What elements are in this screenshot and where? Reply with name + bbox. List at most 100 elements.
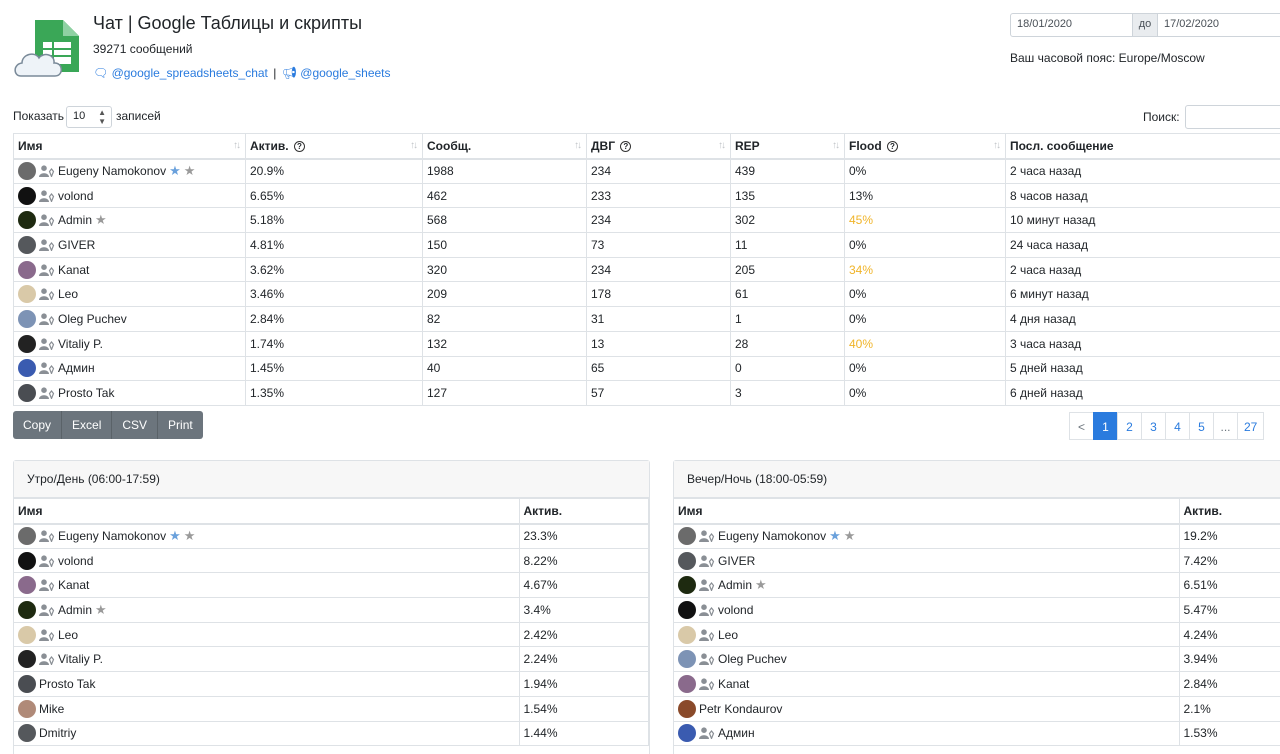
- avatar[interactable]: [18, 211, 36, 230]
- avatar[interactable]: [18, 359, 36, 378]
- avatar[interactable]: [18, 285, 36, 304]
- col-header-last-message[interactable]: Посл. сообщение: [1005, 133, 1280, 160]
- user-name[interactable]: Admin: [718, 578, 753, 593]
- excel-button[interactable]: Excel: [62, 411, 113, 439]
- avatar[interactable]: [18, 699, 36, 718]
- avatar[interactable]: [18, 674, 36, 693]
- avatar[interactable]: [18, 600, 36, 619]
- user-name[interactable]: Prosto Tak: [58, 386, 115, 401]
- avatar[interactable]: [678, 625, 696, 644]
- avatar[interactable]: [18, 384, 36, 403]
- dvg-cell: 234: [586, 207, 731, 234]
- user-name[interactable]: Leo: [58, 287, 79, 302]
- avatar[interactable]: [678, 527, 696, 546]
- col-header-active[interactable]: Актив. ? ↑↓: [245, 133, 423, 160]
- page-27[interactable]: 27: [1237, 412, 1265, 440]
- sort-icon[interactable]: ↑↓: [574, 140, 582, 151]
- date-to-input[interactable]: 17/02/2020: [1157, 13, 1280, 37]
- table-row: Prosto Tak 1.35% 127 57 3 0% 6 дней назад: [13, 380, 1280, 406]
- chat-link[interactable]: @google_spreadsheets_chat: [111, 66, 268, 80]
- avatar[interactable]: [18, 576, 36, 595]
- search-input[interactable]: [1185, 105, 1280, 129]
- page-5[interactable]: 5: [1189, 412, 1214, 440]
- user-name[interactable]: Leo: [718, 627, 739, 642]
- user-name[interactable]: Dmitriy: [39, 726, 77, 741]
- channel-link[interactable]: @google_sheets: [300, 66, 391, 80]
- user-name[interactable]: Petr Kondaurov: [699, 701, 783, 716]
- user-name[interactable]: Kanat: [58, 262, 90, 277]
- user-name[interactable]: Vitaliy P.: [58, 652, 103, 667]
- csv-button[interactable]: CSV: [112, 411, 159, 439]
- rep-cell: 1: [730, 306, 845, 332]
- messages-cell: 40: [422, 355, 587, 382]
- sort-icon[interactable]: ↑↓: [233, 140, 241, 151]
- avatar[interactable]: [678, 600, 696, 619]
- avatar[interactable]: [678, 576, 696, 595]
- avatar[interactable]: [18, 260, 36, 279]
- page-prev[interactable]: <: [1069, 412, 1094, 440]
- user-name[interactable]: volond: [718, 602, 754, 617]
- user-name[interactable]: Mike: [39, 701, 65, 716]
- megaphone-icon[interactable]: 📢︎: [281, 66, 297, 80]
- help-icon[interactable]: ?: [887, 140, 898, 152]
- avatar[interactable]: [18, 235, 36, 254]
- night-activity-table: Имя Актив. Eugeny Namokonov ★ ★ 19.2% GIVER 7…: [674, 498, 1280, 747]
- page-3[interactable]: 3: [1141, 412, 1166, 440]
- avatar[interactable]: [18, 186, 36, 205]
- page-2[interactable]: 2: [1117, 412, 1142, 440]
- col-header-rep[interactable]: REP ↑↓: [730, 133, 845, 160]
- avatar[interactable]: [678, 650, 696, 669]
- col-header-flood[interactable]: Flood ? ↑↓: [844, 133, 1006, 160]
- user-name[interactable]: GIVER: [58, 237, 96, 252]
- user-name[interactable]: Eugeny Namokonov: [58, 164, 167, 179]
- user-name[interactable]: Prosto Tak: [39, 676, 96, 691]
- date-from-input[interactable]: 18/01/2020: [1010, 13, 1133, 37]
- col-header-name[interactable]: Имя ↑↓: [13, 133, 246, 160]
- avatar[interactable]: [18, 625, 36, 644]
- avatar[interactable]: [678, 551, 696, 570]
- avatar[interactable]: [678, 674, 696, 693]
- user-name[interactable]: GIVER: [718, 553, 756, 568]
- user-name[interactable]: Админ: [58, 361, 95, 376]
- help-icon[interactable]: ?: [293, 140, 305, 152]
- sort-icon[interactable]: ↑↓: [718, 140, 726, 151]
- col-header-messages[interactable]: Сообщ. ↑↓: [422, 133, 587, 160]
- user-name[interactable]: volond: [58, 188, 94, 203]
- user-name[interactable]: Admin: [58, 213, 93, 228]
- page-1[interactable]: 1: [1093, 412, 1118, 440]
- avatar[interactable]: [678, 724, 696, 743]
- table-row: Kanat 2.84%: [674, 671, 1280, 697]
- user-name[interactable]: volond: [58, 553, 94, 568]
- avatar[interactable]: [18, 724, 36, 743]
- page-4[interactable]: 4: [1165, 412, 1190, 440]
- chat-icon[interactable]: 🗨︎: [93, 66, 109, 80]
- user-name[interactable]: Eugeny Namokonov: [58, 529, 167, 544]
- avatar[interactable]: [18, 551, 36, 570]
- user-name[interactable]: Kanat: [718, 676, 750, 691]
- sort-icon[interactable]: ↑↓: [993, 140, 1001, 151]
- user-name[interactable]: Админ: [718, 726, 755, 741]
- entries-per-page-select[interactable]: 10 ▲ ▼: [66, 106, 112, 128]
- help-icon[interactable]: ?: [620, 140, 632, 152]
- avatar[interactable]: [678, 699, 696, 718]
- user-name[interactable]: Admin: [58, 602, 93, 617]
- user-name[interactable]: Leo: [58, 627, 79, 642]
- avatar[interactable]: [18, 309, 36, 328]
- avatar[interactable]: [18, 334, 36, 353]
- sort-icon[interactable]: ↑↓: [832, 140, 840, 151]
- user-cell: Leo: [18, 625, 515, 644]
- col-header-dvg[interactable]: ДВГ ? ↑↓: [586, 133, 731, 160]
- user-name[interactable]: Oleg Puchev: [58, 311, 127, 326]
- copy-button[interactable]: Copy: [13, 411, 63, 439]
- sort-icon[interactable]: ↑↓: [410, 140, 418, 151]
- user-role-icon: [39, 313, 55, 327]
- avatar[interactable]: [18, 650, 36, 669]
- user-name[interactable]: Eugeny Namokonov: [718, 529, 827, 544]
- user-name[interactable]: Vitaliy P.: [58, 336, 103, 351]
- user-name[interactable]: Kanat: [58, 578, 90, 593]
- avatar[interactable]: [18, 527, 36, 546]
- print-button[interactable]: Print: [158, 411, 203, 439]
- avatar[interactable]: [18, 162, 36, 181]
- flood-cell: 0%: [844, 380, 1006, 406]
- user-name[interactable]: Oleg Puchev: [718, 652, 787, 667]
